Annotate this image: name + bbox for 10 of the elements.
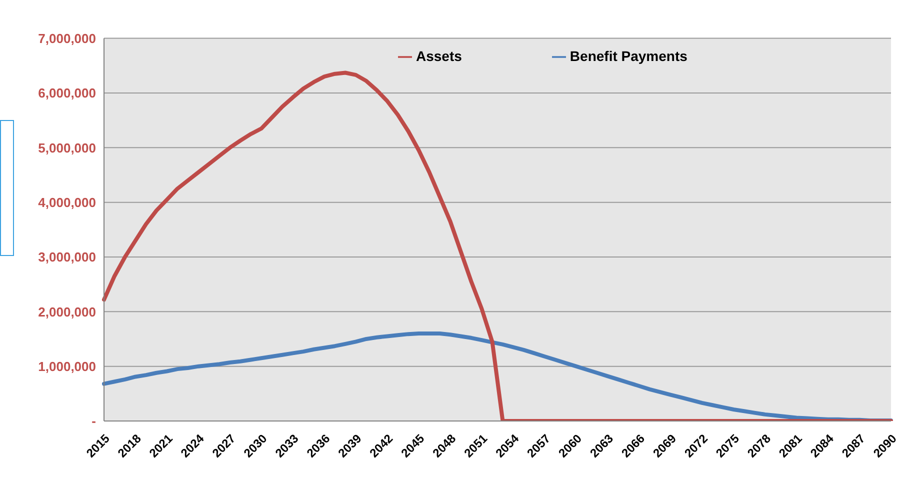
y-tick-label: - [92,414,96,429]
y-tick-label: 5,000,000 [38,140,96,156]
y-tick-label: 4,000,000 [38,194,96,210]
y-tick-label: 6,000,000 [38,86,96,101]
y-tick-label: 1,000,000 [38,358,96,374]
y-tick-label: 7,000,000 [38,30,96,46]
y-tick-label: 2,000,000 [38,304,96,320]
y-tick-label: 3,000,000 [38,250,96,265]
legend-label: Assets [416,48,462,64]
legend-label: Benefit Payments [570,48,688,64]
